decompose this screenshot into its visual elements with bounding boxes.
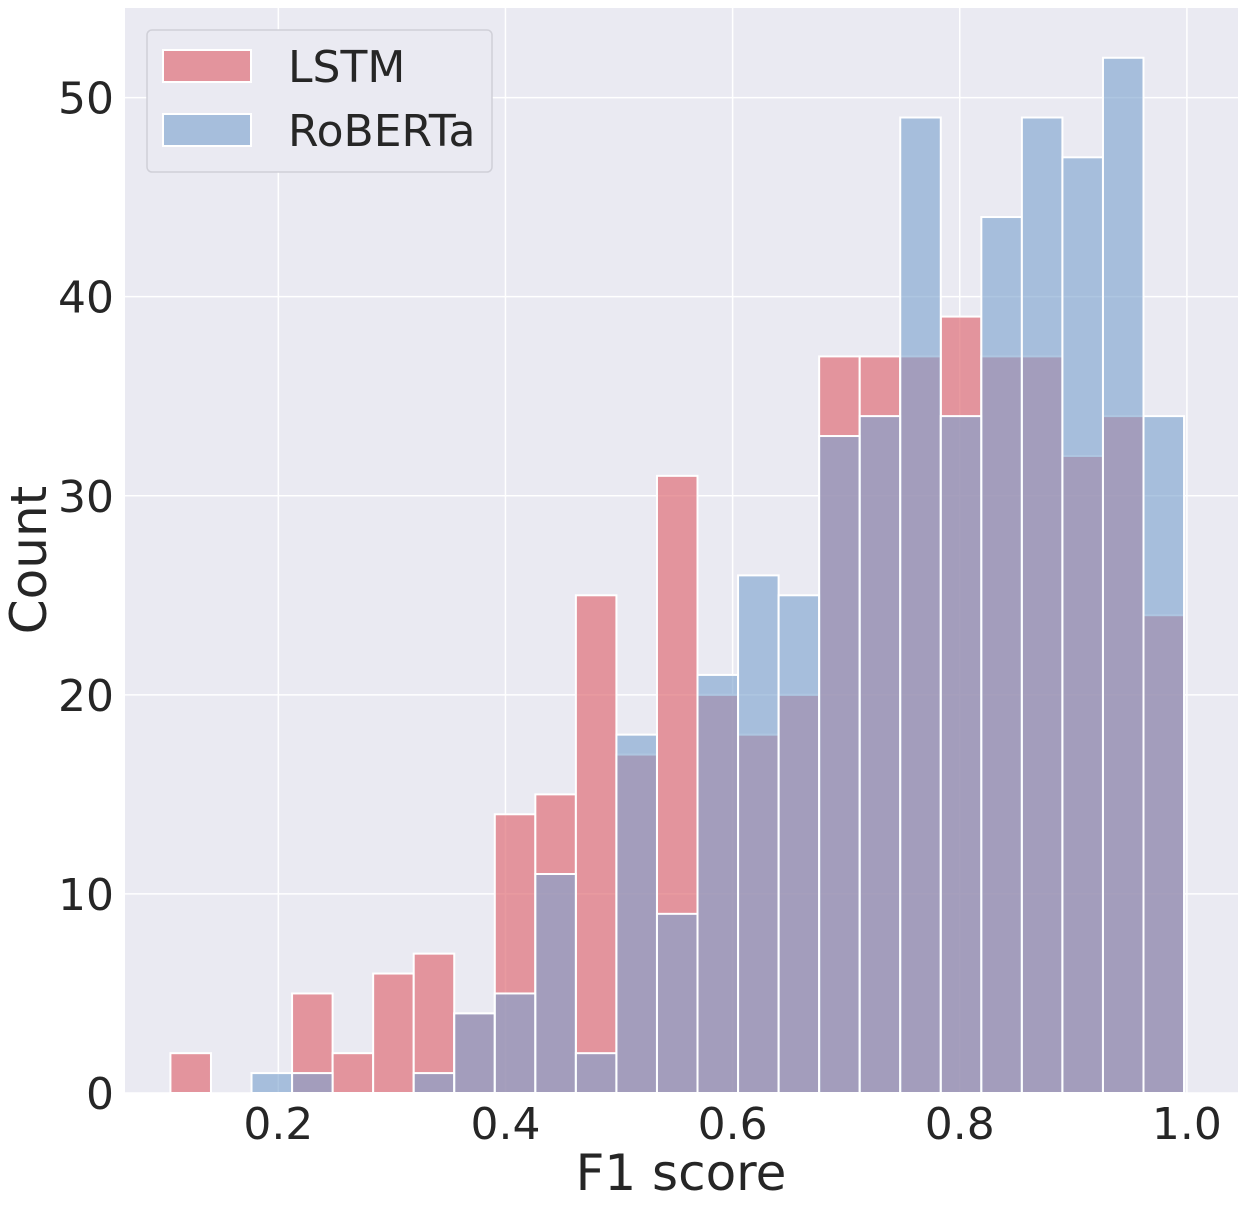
bar-roberta-2: [250, 1072, 294, 1095]
bar-roberta-24: [1142, 415, 1186, 1094]
bar-roberta-15: [777, 594, 821, 1094]
bar-roberta-3: [291, 1072, 334, 1095]
legend-label-lstm: LSTM: [288, 42, 405, 93]
bar-roberta-22: [1061, 156, 1104, 1094]
y-tick-label: 0: [86, 1069, 114, 1120]
bar-lstm-5: [372, 972, 415, 1095]
x-tick-label: 0.4: [470, 1099, 540, 1150]
bar-roberta-11: [615, 733, 658, 1094]
bar-lstm-10: [574, 594, 618, 1094]
bar-roberta-9: [534, 873, 577, 1094]
legend-label-roberta: RoBERTa: [288, 106, 475, 157]
x-tick-labels: 0.2 0.4 0.6 0.8 1.0: [243, 1099, 1222, 1150]
bar-roberta-16: [818, 435, 861, 1094]
bar-roberta-7: [453, 1012, 496, 1094]
y-tick-label: 20: [58, 671, 114, 722]
x-tick-label: 0.8: [925, 1099, 995, 1150]
x-axis-label: F1 score: [576, 1144, 787, 1202]
y-axis-label: Count: [0, 486, 58, 635]
x-tick-label: 0.2: [243, 1099, 313, 1150]
bar-roberta-20: [980, 216, 1023, 1095]
bar-roberta-6: [412, 1072, 456, 1095]
bar-roberta-12: [655, 912, 699, 1094]
legend: LSTM RoBERTa: [146, 29, 493, 173]
y-tick-labels: 0 10 20 30 40 50: [58, 74, 114, 1120]
bar-roberta-14: [737, 574, 780, 1094]
legend-swatch-lstm: [162, 49, 252, 83]
bar-roberta-19: [939, 415, 983, 1094]
bar-roberta-10: [574, 1052, 618, 1094]
bar-lstm-0: [169, 1052, 212, 1094]
bar-roberta-17: [858, 415, 902, 1094]
bar-roberta-13: [696, 673, 740, 1095]
x-tick-label: 1.0: [1152, 1099, 1222, 1150]
y-tick-label: 10: [58, 870, 114, 921]
y-tick-label: 40: [58, 273, 114, 324]
bar-roberta-23: [1101, 56, 1145, 1095]
bar-lstm-4: [331, 1052, 375, 1094]
y-tick-label: 50: [58, 74, 114, 125]
bar-roberta-8: [493, 992, 537, 1095]
x-tick-label: 0.6: [698, 1099, 768, 1150]
bar-roberta-18: [899, 116, 942, 1094]
legend-swatch-roberta: [162, 113, 252, 147]
bar-roberta-21: [1020, 116, 1064, 1094]
y-tick-label: 30: [58, 472, 114, 523]
roberta-bars: [250, 56, 1186, 1095]
